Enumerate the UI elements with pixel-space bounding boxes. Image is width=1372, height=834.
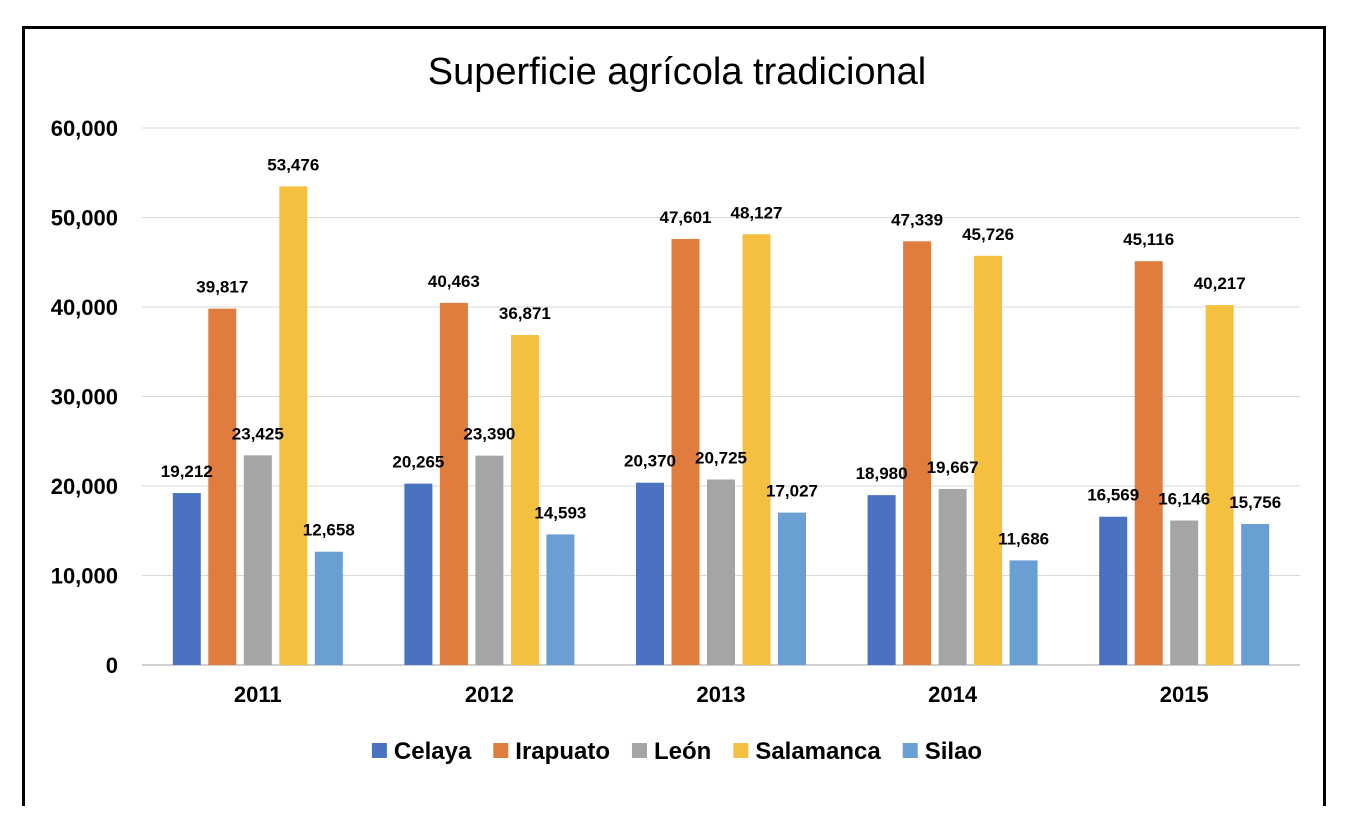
x-tick-label: 2012 — [465, 682, 514, 707]
bar-le-n-2012 — [475, 455, 504, 665]
data-label: 45,726 — [962, 225, 1014, 244]
legend-swatch — [371, 743, 387, 758]
y-axis-ticks: 0 10,000 20,000 30,000 40,000 50,000 60,000 — [51, 116, 118, 678]
data-label: 12,658 — [303, 521, 355, 540]
legend-label: Salamanca — [755, 738, 881, 765]
data-label: 47,339 — [891, 210, 943, 229]
data-label: 20,370 — [624, 452, 676, 471]
bar-silao-2015 — [1241, 523, 1270, 665]
bar-celaya-2011 — [172, 493, 201, 665]
bar-silao-2014 — [1009, 560, 1038, 665]
bar-salamanca-2015 — [1205, 305, 1234, 665]
data-label: 40,463 — [428, 272, 480, 291]
y-tick-label: 0 — [106, 653, 118, 678]
bar-le-n-2015 — [1170, 520, 1199, 665]
bar-irapuato-2015 — [1134, 261, 1163, 665]
data-label: 18,980 — [856, 464, 908, 483]
bar-celaya-2012 — [404, 483, 433, 665]
x-tick-label: 2011 — [234, 682, 282, 707]
x-tick-label: 2015 — [1160, 682, 1209, 707]
legend-swatch — [493, 743, 509, 758]
data-label: 16,146 — [1158, 489, 1210, 508]
bar-irapuato-2012 — [439, 302, 468, 665]
chart-title: Superficie agrícola tradicional — [428, 51, 927, 93]
legend-label: Silao — [925, 738, 982, 765]
bar-celaya-2014 — [867, 495, 896, 665]
y-tick-label: 10,000 — [51, 564, 118, 589]
data-label: 45,116 — [1123, 230, 1174, 249]
x-tick-label: 2014 — [928, 682, 978, 707]
bar-salamanca-2012 — [510, 335, 539, 665]
data-label: 53,476 — [267, 155, 319, 174]
bar-silao-2013 — [778, 512, 806, 665]
chart-frame — [22, 26, 1326, 806]
bar-salamanca-2014 — [974, 255, 1003, 665]
legend: Celaya Irapuato León Salamanca Silao — [371, 738, 982, 765]
bar-le-n-2014 — [938, 488, 967, 665]
data-label: 19,212 — [161, 462, 213, 481]
bar-celaya-2015 — [1099, 516, 1128, 665]
bar-irapuato-2011 — [208, 308, 237, 665]
bars — [172, 186, 1270, 665]
legend-swatch — [902, 743, 918, 758]
bar-irapuato-2014 — [903, 241, 932, 665]
data-label: 16,569 — [1087, 486, 1139, 505]
data-label: 20,265 — [392, 453, 444, 472]
data-labels: 19,212 39,817 23,425 53,476 12,658 20,265 40,4… — [161, 155, 1281, 548]
data-label: 23,425 — [232, 424, 284, 443]
y-tick-label: 60,000 — [51, 116, 118, 141]
bar-salamanca-2013 — [742, 234, 771, 665]
y-tick-label: 30,000 — [51, 385, 118, 410]
y-tick-label: 50,000 — [51, 206, 118, 231]
data-label: 17,027 — [766, 482, 818, 501]
data-label: 36,871 — [499, 304, 551, 323]
data-label: 39,817 — [196, 278, 248, 297]
y-tick-label: 20,000 — [51, 474, 118, 499]
data-label: 47,601 — [660, 208, 712, 227]
legend-swatch — [733, 743, 749, 758]
data-label: 15,756 — [1229, 493, 1281, 512]
bar-irapuato-2013 — [671, 238, 700, 665]
data-label: 11,686 — [998, 529, 1049, 548]
bar-le-n-2013 — [707, 479, 735, 665]
data-label: 14,593 — [534, 503, 586, 522]
bar-le-n-2011 — [243, 455, 272, 665]
x-axis-ticks: 2011 2012 2013 2014 2015 — [234, 682, 1209, 707]
bar-celaya-2013 — [636, 482, 664, 665]
legend-label: Irapuato — [515, 738, 610, 765]
bar-silao-2012 — [546, 534, 575, 665]
legend-label: Celaya — [394, 738, 472, 765]
data-label: 19,667 — [927, 458, 979, 477]
x-tick-label: 2013 — [697, 682, 746, 707]
data-label: 40,217 — [1194, 274, 1246, 293]
data-label: 23,390 — [463, 425, 515, 444]
y-tick-label: 40,000 — [51, 295, 118, 320]
bar-salamanca-2011 — [279, 186, 308, 665]
legend-label: León — [654, 738, 711, 765]
bar-silao-2011 — [314, 551, 343, 665]
legend-swatch — [631, 743, 647, 758]
data-label: 48,127 — [731, 203, 783, 222]
data-label: 20,725 — [695, 449, 747, 468]
